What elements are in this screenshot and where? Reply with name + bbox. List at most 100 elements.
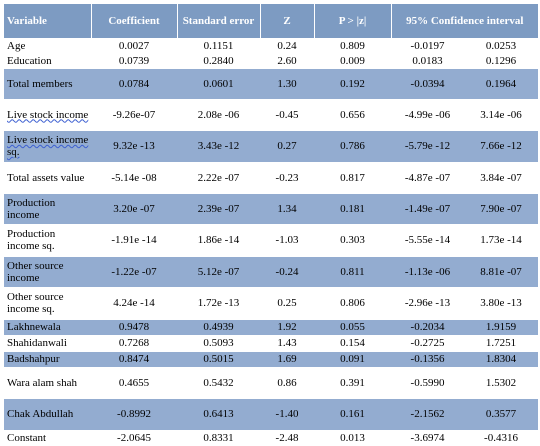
table-row: Production income 3.20e -07 2.39e -07 1.34 0… (4, 193, 539, 224)
table-row: Constant -2.0645 0.8331 -2.48 0.013 -3.6974 -0… (4, 430, 539, 446)
table-row: Live stock income -9.26e-07 2.08e -06 -0.45… (4, 99, 539, 130)
cell-ci-upper: 3.84e -07 (480, 171, 522, 184)
cell-variable: Shahidanwali (7, 337, 67, 349)
cell-ci-upper: 1.9159 (485, 321, 517, 333)
cell-variable: Constant (7, 432, 47, 445)
cell-ci-lower: -3.6974 (410, 432, 445, 445)
cell-coefficient: -1.22e -07 (111, 265, 157, 278)
cell-z: -2.48 (275, 432, 299, 445)
cell-z: -1.03 (275, 234, 299, 246)
cell-p-value: 0.161 (340, 408, 365, 420)
cell-std-error: 0.4939 (203, 321, 234, 333)
cell-variable: Live stock income sq. (7, 134, 89, 158)
cell-coefficient: 3.20e -07 (113, 202, 155, 215)
table-row: Other source income -1.22e -07 5.12e -07 -0… (4, 256, 539, 287)
cell-z: 0.24 (277, 39, 297, 52)
table-row: Lakhnewala 0.9478 0.4939 1.92 0.055 -0.2034 1.… (4, 319, 539, 335)
cell-std-error: 2.22e -07 (197, 171, 240, 184)
cell-std-error: 1.72e -13 (197, 297, 240, 309)
cell-variable: Chak Abdullah (7, 408, 74, 420)
header-standard-error: Standard error (177, 4, 261, 38)
cell-variable: Wara alam shah (7, 376, 77, 389)
cell-ci-lower: -5.79e -12 (404, 140, 451, 152)
cell-z: 1.43 (277, 337, 297, 349)
cell-coefficient: 0.8474 (118, 353, 150, 365)
cell-std-error: 0.5432 (203, 376, 234, 389)
table-row: Total assets value -5.14e -08 2.22e -07 -0.… (4, 162, 539, 193)
cell-coefficient: -1.91e -14 (111, 234, 157, 246)
cell-variable: Other source income (7, 259, 64, 284)
cell-variable: Lakhnewala (7, 321, 61, 333)
cell-coefficient: 0.0739 (118, 54, 150, 67)
table-row: Education 0.0739 0.2840 2.60 0.009 0.0183 0.12… (4, 53, 539, 68)
cell-coefficient: 9.32e -13 (113, 140, 155, 152)
cell-ci-lower: -2.96e -13 (404, 297, 451, 309)
cell-coefficient: -2.0645 (117, 432, 151, 445)
header-row: Variable Coefficient Standard error Z P … (4, 4, 539, 38)
header-coefficient: Coefficient (91, 4, 178, 38)
cell-variable: Age (7, 39, 26, 52)
cell-ci-upper: 1.73e -14 (480, 234, 522, 246)
cell-std-error: 0.0601 (203, 77, 234, 90)
cell-coefficient: 4.24e -14 (113, 297, 155, 309)
cell-std-error: 5.12e -07 (197, 265, 240, 278)
cell-variable: Badshahpur (7, 353, 60, 365)
cell-p-value: 0.091 (340, 353, 365, 365)
header-confidence-interval: 95% Confidence interval (406, 14, 524, 27)
cell-p-value: 0.181 (340, 202, 365, 215)
regression-table: Variable Coefficient Standard error Z P … (4, 4, 539, 446)
cell-std-error: 0.1151 (203, 39, 234, 52)
cell-z: -0.24 (275, 265, 299, 278)
cell-variable: Other source income sq. (7, 291, 64, 315)
table-row: Shahidanwali 0.7268 0.5093 1.43 0.154 -0.2725… (4, 335, 539, 351)
cell-p-value: 0.811 (340, 265, 365, 278)
table-row: Wara alam shah 0.4655 0.5432 0.86 0.391 -0.59… (4, 367, 539, 398)
cell-ci-lower: 0.0183 (412, 54, 443, 67)
cell-ci-upper: 0.1296 (485, 54, 517, 67)
cell-variable: Live stock income (7, 108, 89, 121)
cell-ci-lower: -0.5990 (410, 376, 445, 389)
cell-p-value: 0.786 (340, 140, 365, 152)
table-row: Production income sq. -1.91e -14 1.86e -14… (4, 224, 539, 256)
cell-p-value: 0.817 (340, 171, 365, 184)
cell-ci-upper: 3.14e -06 (480, 108, 522, 121)
cell-z: 0.86 (277, 376, 297, 389)
table-row: Other source income sq. 4.24e -14 1.72e -1… (4, 287, 539, 319)
cell-z: 1.92 (277, 321, 297, 333)
cell-ci-lower: -1.13e -06 (404, 265, 451, 278)
cell-p-value: 0.303 (340, 234, 365, 246)
cell-std-error: 0.6413 (203, 408, 234, 420)
header-z: Z (260, 4, 315, 38)
cell-ci-upper: 0.3577 (485, 408, 517, 420)
cell-ci-lower: -0.2725 (410, 337, 445, 349)
cell-ci-upper: -0.4316 (484, 432, 518, 445)
cell-coefficient: 0.0784 (118, 77, 150, 90)
cell-ci-lower: -0.2034 (410, 321, 445, 333)
cell-ci-lower: -1.49e -07 (404, 202, 451, 215)
cell-std-error: 1.86e -14 (197, 234, 240, 246)
cell-ci-upper: 8.81e -07 (480, 265, 522, 278)
cell-coefficient: 0.9478 (118, 321, 150, 333)
cell-variable: Total assets value (7, 171, 85, 184)
cell-z: 1.34 (277, 202, 297, 215)
cell-z: 2.60 (277, 54, 297, 67)
cell-p-value: 0.656 (340, 108, 365, 121)
cell-coefficient: 0.7268 (118, 337, 150, 349)
cell-ci-upper: 7.66e -12 (480, 140, 522, 152)
header-variable: Variable (4, 4, 92, 38)
table-body: Age 0.0027 0.1151 0.24 0.809 -0.0197 0.0253 Edu… (4, 38, 539, 446)
cell-std-error: 3.43e -12 (197, 140, 240, 152)
cell-ci-upper: 7.90e -07 (480, 202, 522, 215)
cell-ci-lower: -4.99e -06 (404, 108, 451, 121)
cell-ci-upper: 1.5302 (485, 376, 517, 389)
cell-std-error: 0.5015 (203, 353, 234, 365)
cell-ci-upper: 3.80e -13 (480, 297, 522, 309)
cell-variable: Production income sq. (7, 228, 56, 252)
cell-z: 1.69 (277, 353, 297, 365)
cell-coefficient: -5.14e -08 (111, 171, 157, 184)
cell-std-error: 0.2840 (203, 54, 234, 67)
cell-p-value: 0.192 (340, 77, 365, 90)
cell-coefficient: -0.8992 (117, 408, 151, 420)
cell-p-value: 0.009 (340, 54, 365, 67)
table-header: Variable Coefficient Standard error Z P … (4, 4, 539, 38)
